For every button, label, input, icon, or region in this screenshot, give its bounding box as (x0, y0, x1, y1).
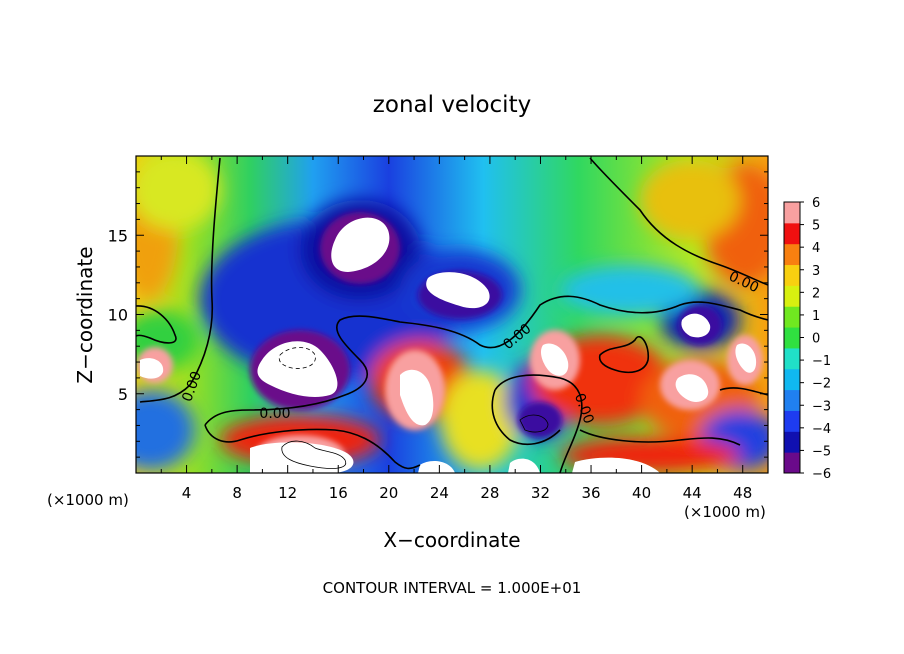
colorbar-swatch (784, 306, 800, 328)
colorbar-swatch (784, 202, 800, 224)
colorbar-swatch (784, 347, 800, 370)
contour-interval-note: CONTOUR INTERVAL = 1.000E+01 (323, 579, 582, 597)
colorbar-tick-label: 3 (812, 264, 820, 279)
colorbar-tick-label: 2 (812, 286, 820, 301)
colorbar-swatch (784, 368, 800, 391)
y-tick-label: 10 (108, 306, 128, 325)
chart-title: zonal velocity (373, 92, 531, 118)
x-tick-label: 8 (232, 484, 242, 502)
x-unit-left: (×1000 m) (47, 491, 129, 509)
x-tick-label: 36 (581, 484, 600, 502)
x-tick-label: 16 (329, 484, 348, 502)
zero-contours (136, 157, 768, 473)
x-tick-label: 24 (430, 484, 449, 502)
colorbar-swatch (784, 410, 800, 432)
colorbar-swatch (784, 264, 800, 286)
colorbar-tick-label: 5 (812, 219, 820, 234)
colorbar-tick-label: −6 (812, 467, 831, 482)
y-axis: 5 10 15 (108, 171, 768, 458)
x-tick-label: 32 (531, 484, 550, 502)
colorbar-tick-label: 4 (812, 241, 820, 256)
x-unit-right: (×1000 m) (684, 503, 766, 521)
x-tick-label: 20 (379, 484, 398, 502)
colorbar-swatch (784, 452, 800, 474)
colorbar-tick-label: −5 (812, 444, 831, 459)
colorbar-swatch (784, 431, 800, 453)
colorbar-swatch (784, 327, 800, 349)
y-axis-label: Z−coordinate (73, 246, 97, 383)
colorbar-swatch (784, 243, 800, 266)
colorbar-tick-label: −2 (812, 377, 831, 392)
x-tick-label: 12 (278, 484, 297, 502)
x-tick-label: 4 (182, 484, 192, 502)
x-tick-label: 44 (683, 484, 702, 502)
contour-label: 0.00 (259, 406, 290, 422)
colorbar-tick-label: 6 (812, 196, 820, 211)
colorbar: 6 5 4 3 2 1 0 −1 −2 −3 −4 −5 −6 (783, 196, 831, 482)
colorbar-tick-label: −1 (812, 354, 831, 369)
colorbar-swatch (784, 285, 800, 307)
colorbar-tick-label: −3 (812, 399, 831, 414)
x-tick-label: 28 (480, 484, 499, 502)
y-tick-label: 15 (108, 226, 128, 245)
colorbar-swatch (784, 389, 800, 411)
heatmap-field: 0.00 0.00 0.00 0.00 0.00 (136, 156, 768, 473)
x-axis-label: X−coordinate (383, 528, 520, 552)
colorbar-swatch (784, 222, 800, 245)
colorbar-tick-label: 0 (812, 332, 820, 347)
x-tick-label: 48 (733, 484, 752, 502)
colorbar-tick-label: 1 (812, 309, 820, 324)
colorbar-tick-label: −4 (812, 422, 831, 437)
x-tick-label: 40 (632, 484, 651, 502)
y-tick-label: 5 (118, 385, 128, 404)
x-axis: 4 8 12 16 20 24 28 32 36 40 44 48 (160, 156, 752, 502)
